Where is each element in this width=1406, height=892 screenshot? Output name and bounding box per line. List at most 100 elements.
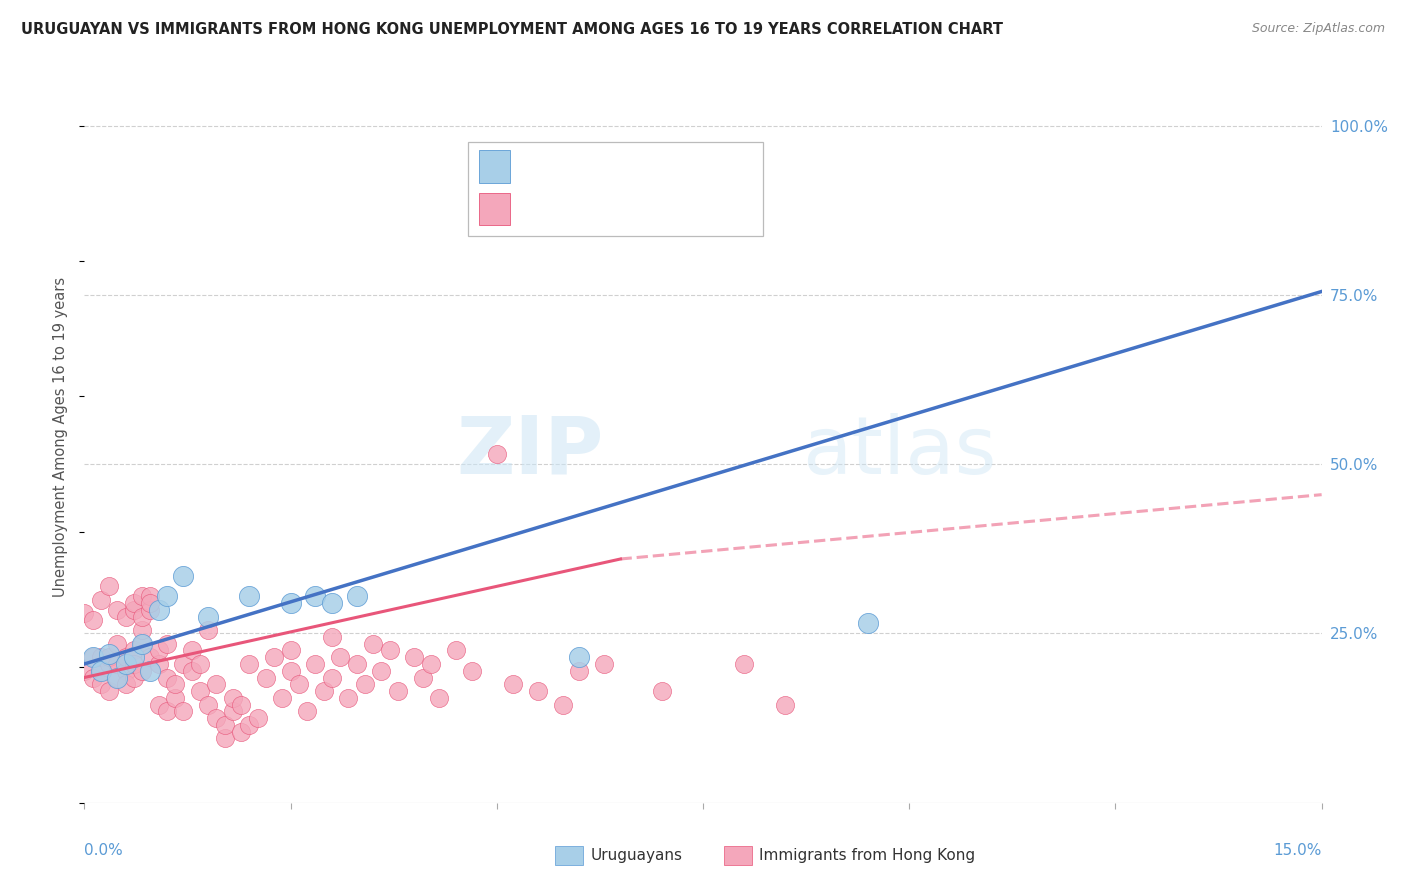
Point: [387, 684, 409, 698]
Point: [412, 671, 434, 685]
Point: [148, 643, 170, 657]
Point: [122, 643, 145, 657]
Text: URUGUAYAN VS IMMIGRANTS FROM HONG KONG UNEMPLOYMENT AMONG AGES 16 TO 19 YEARS CO: URUGUAYAN VS IMMIGRANTS FROM HONG KONG U…: [21, 22, 1002, 37]
Point: [222, 705, 245, 719]
Point: [172, 705, 194, 719]
Text: Immigrants from Hong Kong: Immigrants from Hong Kong: [759, 848, 976, 863]
Point: [288, 677, 311, 691]
Point: [321, 630, 343, 644]
Point: [568, 664, 591, 678]
Point: [238, 589, 260, 603]
Point: [90, 592, 112, 607]
Point: [139, 603, 162, 617]
Point: [131, 623, 153, 637]
Point: [139, 664, 162, 678]
Point: [98, 647, 121, 661]
Point: [263, 650, 285, 665]
Point: [98, 684, 121, 698]
Point: [651, 684, 673, 698]
Point: [139, 589, 162, 603]
Point: [238, 657, 260, 671]
Point: [229, 698, 252, 712]
Point: [222, 690, 245, 705]
Text: R = 0.322   N = 20: R = 0.322 N = 20: [519, 158, 689, 176]
Point: [304, 657, 326, 671]
Point: [337, 690, 360, 705]
Point: [122, 603, 145, 617]
Point: [502, 677, 524, 691]
Point: [73, 606, 96, 620]
Point: [280, 664, 302, 678]
Point: [122, 657, 145, 671]
Text: Source: ZipAtlas.com: Source: ZipAtlas.com: [1251, 22, 1385, 36]
Point: [172, 657, 194, 671]
Point: [131, 637, 153, 651]
Point: [205, 677, 228, 691]
Point: [139, 596, 162, 610]
Point: [73, 664, 96, 678]
Point: [98, 657, 121, 671]
Point: [105, 603, 128, 617]
Point: [82, 613, 104, 627]
Point: [105, 671, 128, 685]
Point: [98, 650, 121, 665]
Point: [131, 609, 153, 624]
Point: [304, 589, 326, 603]
Point: [131, 589, 153, 603]
Point: [90, 664, 112, 678]
Point: [378, 643, 401, 657]
Point: [321, 596, 343, 610]
Point: [593, 657, 616, 671]
Text: Uruguayans: Uruguayans: [591, 848, 682, 863]
Text: R = 0.282   N = 94: R = 0.282 N = 94: [519, 200, 689, 218]
Point: [148, 603, 170, 617]
Point: [427, 690, 450, 705]
Point: [122, 650, 145, 665]
Point: [238, 718, 260, 732]
Point: [148, 657, 170, 671]
Point: [353, 677, 375, 691]
Point: [346, 589, 368, 603]
Point: [485, 447, 508, 461]
Point: [188, 657, 211, 671]
Point: [90, 650, 112, 665]
Point: [568, 650, 591, 665]
Point: [527, 684, 550, 698]
Point: [271, 690, 294, 705]
Point: [312, 684, 335, 698]
Point: [105, 657, 128, 671]
Point: [419, 657, 441, 671]
Point: [856, 616, 879, 631]
Point: [361, 637, 384, 651]
Point: [122, 671, 145, 685]
Y-axis label: Unemployment Among Ages 16 to 19 years: Unemployment Among Ages 16 to 19 years: [53, 277, 69, 597]
Text: ZIP: ZIP: [457, 413, 605, 491]
Point: [156, 589, 179, 603]
Point: [180, 643, 202, 657]
Point: [131, 664, 153, 678]
Point: [172, 569, 194, 583]
Point: [90, 664, 112, 678]
Point: [180, 664, 202, 678]
Point: [105, 671, 128, 685]
Point: [280, 643, 302, 657]
Point: [205, 711, 228, 725]
Point: [321, 671, 343, 685]
Point: [156, 671, 179, 685]
Point: [246, 711, 269, 725]
Point: [229, 724, 252, 739]
Point: [165, 677, 187, 691]
Point: [444, 643, 467, 657]
Point: [295, 705, 318, 719]
Point: [114, 657, 136, 671]
Point: [214, 718, 236, 732]
Point: [139, 650, 162, 665]
Point: [90, 677, 112, 691]
Point: [551, 698, 574, 712]
Point: [370, 664, 392, 678]
Point: [98, 579, 121, 593]
Point: [114, 677, 136, 691]
Point: [105, 637, 128, 651]
Point: [197, 609, 219, 624]
Point: [114, 609, 136, 624]
